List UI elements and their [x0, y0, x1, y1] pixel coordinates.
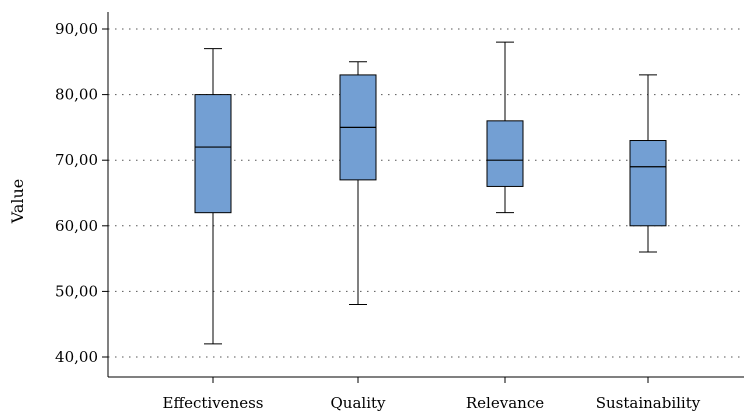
- x-tick-label: Effectiveness: [163, 394, 264, 412]
- box-relevance: [486, 41, 524, 214]
- y-tick-label: 40,00: [55, 348, 98, 366]
- axes: [102, 12, 744, 383]
- x-tick-label: Sustainability: [596, 394, 701, 412]
- x-tick-labels: Effectiveness Quality Relevance Sustainabil…: [163, 394, 701, 412]
- y-tick-label: 70,00: [55, 151, 98, 169]
- iqr-box: [486, 120, 524, 187]
- box-quality: [339, 61, 377, 306]
- y-tick-label: 60,00: [55, 217, 98, 235]
- box-effectiveness: [194, 48, 232, 345]
- x-tick-label: Relevance: [466, 394, 544, 412]
- x-tick-label: Quality: [331, 394, 387, 412]
- y-axis-title: Value: [8, 179, 27, 225]
- iqr-box: [194, 94, 232, 214]
- y-tick-label: 50,00: [55, 282, 98, 300]
- box-sustainability: [629, 74, 667, 253]
- y-tick-label: 80,00: [55, 86, 98, 104]
- iqr-box: [629, 140, 667, 227]
- y-tick-labels: 40,00 50,00 60,00 70,00 80,00 90,00: [55, 20, 98, 366]
- boxes: [194, 41, 667, 345]
- y-tick-label: 90,00: [55, 20, 98, 38]
